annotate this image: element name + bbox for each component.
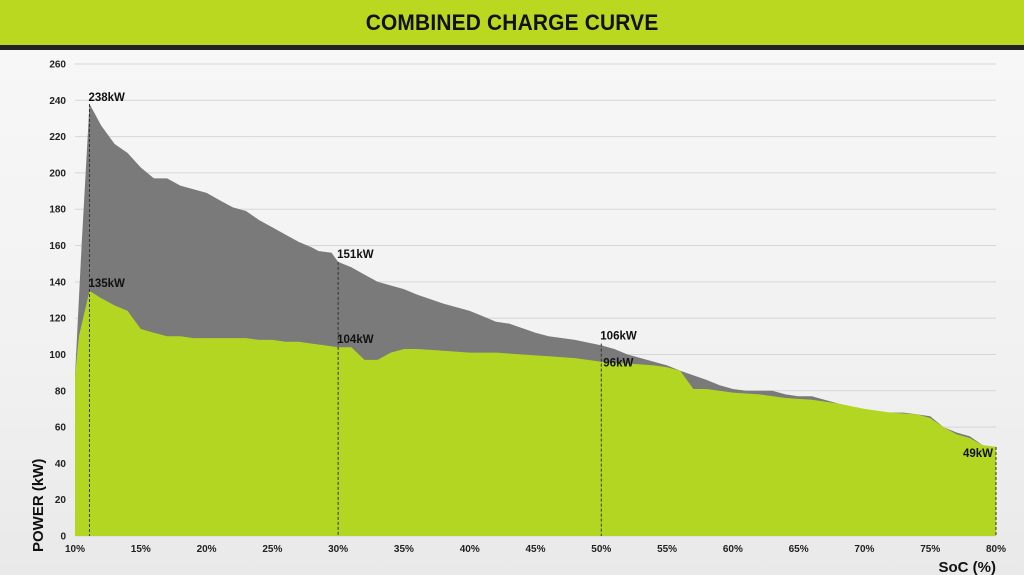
data-label: 106kW	[600, 331, 637, 343]
y-tick-label: 20	[55, 495, 67, 506]
y-tick-label: 0	[60, 532, 66, 543]
y-tick-label: 180	[49, 205, 66, 216]
chart-header: COMBINED CHARGE CURVE	[0, 0, 1024, 45]
reference-lines	[88, 103, 997, 536]
y-tick-label: 140	[49, 277, 66, 288]
x-tick-label: 15%	[131, 544, 151, 555]
x-tick-label: 55%	[657, 544, 677, 555]
y-tick-label: 100	[49, 350, 66, 361]
x-tick-label: 60%	[723, 544, 743, 555]
x-tick-label: 35%	[394, 544, 414, 555]
x-tick-label: 20%	[197, 544, 217, 555]
x-tick-label: 30%	[328, 544, 348, 555]
data-label: 96kW	[603, 358, 633, 370]
data-label: 135kW	[88, 278, 125, 290]
y-tick-label: 160	[49, 241, 66, 252]
y-tick-labels: 0 20 40 60 80 100 120 140 160 180 200 220 240 260	[49, 60, 66, 543]
y-tick-label: 260	[49, 60, 66, 71]
x-tick-label: 45%	[525, 544, 545, 555]
data-label: 238kW	[88, 92, 125, 104]
y-tick-label: 80	[55, 386, 67, 397]
x-axis-title: SoC (%)	[939, 559, 997, 575]
data-label: 151kW	[337, 249, 374, 261]
y-tick-label: 240	[49, 96, 66, 107]
x-tick-label: 75%	[920, 544, 940, 555]
header-divider	[0, 45, 1024, 50]
x-tick-label: 50%	[591, 544, 611, 555]
y-tick-label: 200	[49, 168, 66, 179]
x-tick-label: 25%	[262, 544, 282, 555]
x-tick-label: 40%	[460, 544, 480, 555]
x-tick-label: 80%	[986, 544, 1006, 555]
y-tick-label: 40	[55, 459, 67, 470]
y-tick-label: 60	[55, 423, 67, 434]
y-axis-title: POWER (kW)	[30, 459, 47, 552]
y-tick-label: 220	[49, 132, 66, 143]
x-tick-label: 70%	[854, 544, 874, 555]
x-tick-labels: 10% 15% 20% 25% 30% 35% 40% 45% 50% 55% 60% 65% 70% 7…	[65, 544, 1006, 555]
x-tick-label: 65%	[789, 544, 809, 555]
data-labels: 238kW 135kW 151kW 104kW 106kW 96kW 49kW	[88, 92, 993, 460]
green-series-area	[75, 290, 996, 536]
y-tick-label: 120	[49, 314, 66, 325]
x-tick-label: 10%	[65, 544, 85, 555]
data-label: 49kW	[963, 448, 993, 460]
data-label: 104kW	[337, 334, 374, 346]
chart-title: COMBINED CHARGE CURVE	[365, 9, 659, 35]
series-areas	[75, 103, 996, 537]
